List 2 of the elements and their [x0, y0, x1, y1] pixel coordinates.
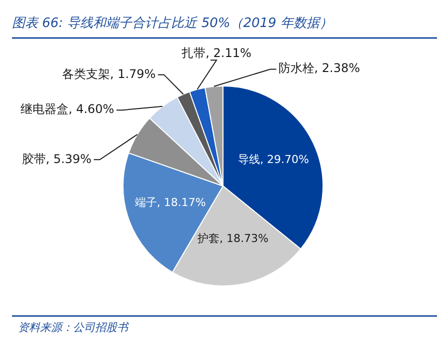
annotation: 资料来源：公司招股书	[18, 321, 128, 334]
title: 图表 66: 导线和端子合计占比近 50%（2019 年数据）	[12, 16, 332, 31]
